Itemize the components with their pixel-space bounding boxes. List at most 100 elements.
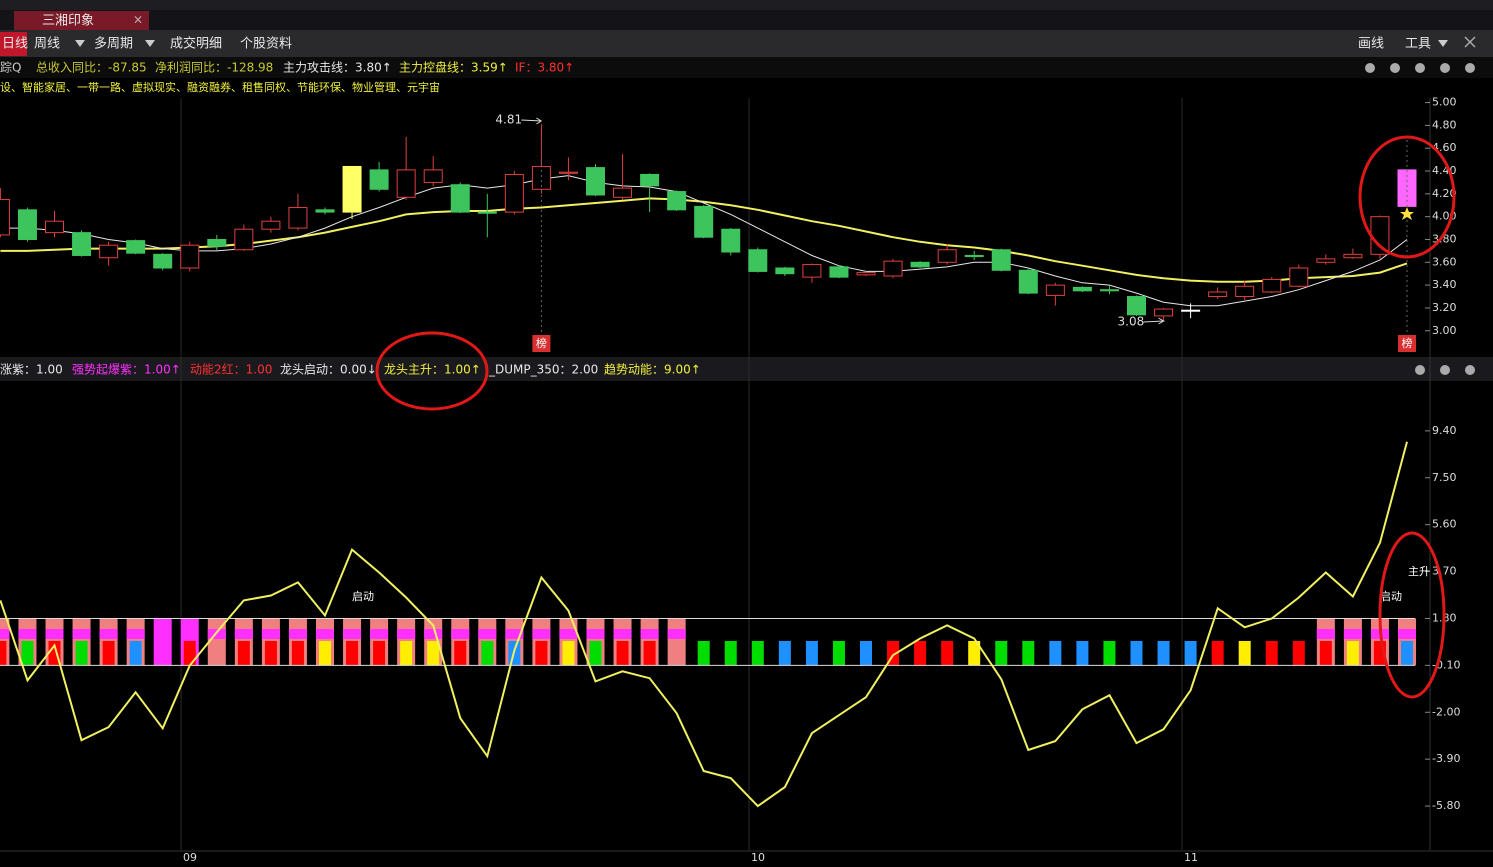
concepts: 设、智能家居、一带一路、虚拟现实、融资融券、租售同权、节能环保、物业管理、元宇宙 xyxy=(0,80,440,94)
candle-body xyxy=(17,209,37,240)
signal-bar-mid xyxy=(72,628,91,639)
signal-bar-lower xyxy=(860,640,872,666)
legend-item: 动能2红：1.00 xyxy=(190,362,272,377)
candle-body xyxy=(1045,284,1065,296)
candle-body xyxy=(964,254,984,258)
tab-title[interactable]: 三湘印象 xyxy=(42,14,94,29)
fullscreen-icon[interactable] xyxy=(1464,36,1476,48)
tab[interactable] xyxy=(14,11,149,30)
signal-bar-lower xyxy=(616,640,629,666)
toolbar-button[interactable]: 工具 xyxy=(1405,37,1431,52)
signal-bar-mid xyxy=(532,628,551,639)
signal-bar-lower xyxy=(1157,640,1170,666)
panel-icon[interactable] xyxy=(1465,63,1475,73)
panel-icon[interactable] xyxy=(1440,365,1450,375)
candle-body xyxy=(910,261,930,268)
candle-body xyxy=(1262,278,1282,293)
candle-body xyxy=(72,232,92,256)
signal-bar-mid xyxy=(640,628,659,639)
candle-body xyxy=(1018,269,1038,294)
panel-icon[interactable] xyxy=(1440,63,1450,73)
signal-bar-lower xyxy=(1346,640,1359,666)
signal-bar-lower xyxy=(0,640,7,666)
legend-item: 龙头主升：1.00↑ xyxy=(384,363,481,377)
legend-item: _DUMP_350：2.00 xyxy=(488,363,598,377)
candle-body xyxy=(640,173,660,187)
legend-item: 龙头启动：0.00↓ xyxy=(280,363,377,377)
y-tick-label: 9.40 xyxy=(1432,424,1457,437)
candle-body xyxy=(234,228,254,251)
candle-body xyxy=(1370,216,1390,255)
signal-bar-lower xyxy=(427,640,440,666)
signal-bar-lower xyxy=(968,640,981,666)
badge-bg xyxy=(532,335,551,352)
candle-body xyxy=(423,169,443,183)
panel-icon[interactable] xyxy=(1465,365,1475,375)
candle-body xyxy=(586,167,605,196)
toolbar-button[interactable]: 个股资料 xyxy=(240,37,292,52)
signal-bar-lower xyxy=(21,640,34,666)
badge: 榜 xyxy=(536,336,547,350)
y-tick-label: 7.50 xyxy=(1432,471,1457,484)
panel-icon[interactable] xyxy=(1365,63,1375,73)
lower-header xyxy=(0,359,1493,381)
signal-note: 启动 xyxy=(1380,590,1402,603)
candle-body xyxy=(261,220,281,230)
panel-icon[interactable] xyxy=(1390,63,1400,73)
signal-bar-mid xyxy=(45,628,64,639)
signal-bar-mid xyxy=(261,628,280,639)
tab-bar xyxy=(0,10,1493,30)
y-tick-label: -5.80 xyxy=(1432,799,1460,812)
signal-bar-lower xyxy=(535,640,548,666)
signal-bar-upper xyxy=(667,618,686,666)
candle-body xyxy=(694,205,714,238)
signal-bar-mid xyxy=(613,628,632,639)
indicator-value: 主力控盘线：3.59↑ xyxy=(399,60,508,75)
star xyxy=(1400,207,1414,220)
panel-icon[interactable] xyxy=(1415,365,1425,375)
signal-bar-mid xyxy=(586,628,605,639)
candle-body xyxy=(180,244,200,269)
candle-body xyxy=(883,260,903,277)
signal-bar-mid xyxy=(424,628,443,639)
panel-icon[interactable] xyxy=(1415,63,1425,73)
signal-bar-lower xyxy=(832,640,845,666)
dropdown-arrow[interactable] xyxy=(1438,40,1448,47)
candle-body xyxy=(775,267,795,275)
toolbar-button[interactable]: 日线 xyxy=(2,37,28,52)
signal-bar-lower xyxy=(264,640,277,666)
signal-bar-lower xyxy=(1022,640,1035,666)
signal-bar-lower xyxy=(1292,640,1305,666)
toolbar-button[interactable]: 画线 xyxy=(1358,37,1384,52)
candle-body xyxy=(1235,285,1255,298)
signal-bar-lower xyxy=(400,640,413,666)
signal-bar-lower xyxy=(1076,640,1089,666)
y-tick-label: 5.60 xyxy=(1432,518,1457,531)
signal-bar-upper xyxy=(153,618,172,666)
toolbar-button[interactable]: 多周期 xyxy=(94,36,133,52)
signal-bar-mid xyxy=(1343,628,1362,639)
signal-bar-mid xyxy=(397,628,416,639)
highlight-circle xyxy=(1378,531,1446,699)
tab-close[interactable]: × xyxy=(133,13,143,27)
candle-body xyxy=(613,187,633,198)
signal-bar-mid xyxy=(207,628,226,639)
dropdown-arrow[interactable] xyxy=(75,40,85,47)
indicator-row xyxy=(0,57,1493,78)
signal-bar-lower xyxy=(778,640,791,666)
signal-bar-mid xyxy=(559,628,578,639)
dropdown-arrow[interactable] xyxy=(145,40,155,47)
candle-body xyxy=(126,240,146,254)
signal-bar-lower xyxy=(995,640,1008,666)
candle-body xyxy=(1181,309,1201,312)
toolbar-button[interactable]: 成交明细 xyxy=(170,36,222,52)
signal-bar-lower xyxy=(1130,640,1143,666)
badge: 榜 xyxy=(1402,336,1413,350)
toolbar-button[interactable]: 周线 xyxy=(34,37,60,52)
y-tick-label: -3.90 xyxy=(1432,752,1460,765)
signal-bar-lower xyxy=(562,640,575,666)
candle-body xyxy=(558,171,578,174)
y-tick-label: 4.80 xyxy=(1432,118,1457,131)
y-tick-label: 3.20 xyxy=(1432,301,1457,314)
candle-body xyxy=(1099,289,1119,292)
